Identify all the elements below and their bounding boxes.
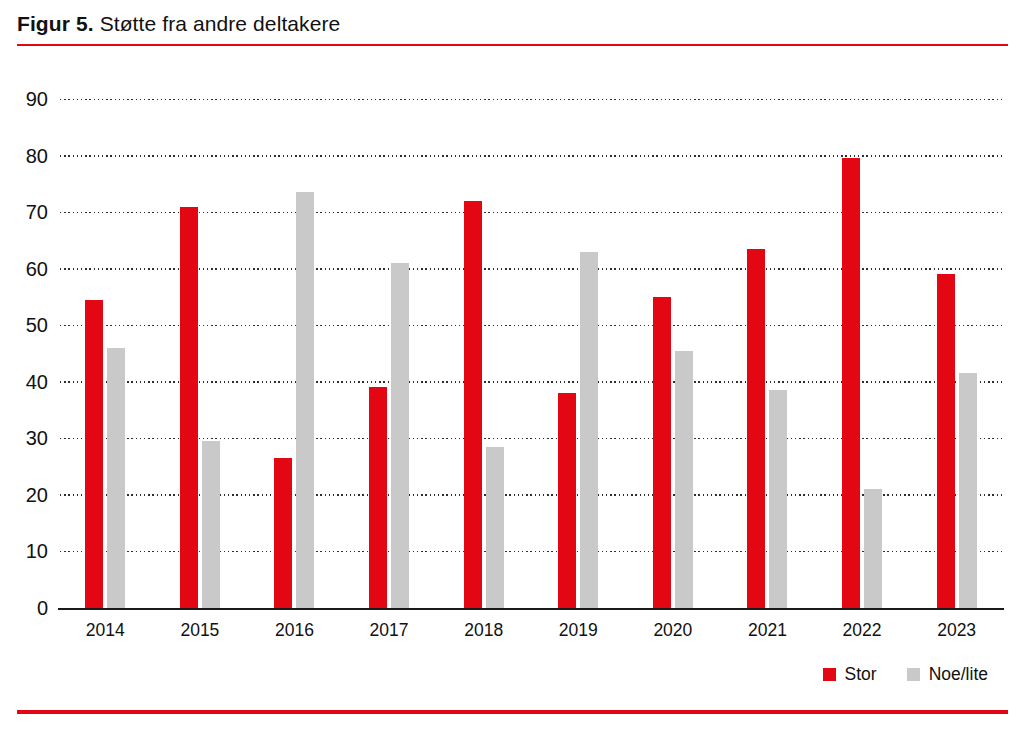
bar-group-2021: 2021 (720, 70, 815, 608)
legend-label-noelite: Noe/lite (929, 664, 988, 685)
bar-group-2020: 2020 (626, 70, 721, 608)
figure-subtitle: Støtte fra andre deltakere (100, 12, 341, 35)
bar-noelite-2015 (202, 441, 220, 608)
bar-groups: 2014201520162017201820192020202120222023 (58, 70, 1004, 608)
bottom-divider-rule (17, 710, 1008, 714)
bar-stor-2019 (558, 393, 576, 608)
bar-noelite-2023 (959, 373, 977, 608)
bar-noelite-2018 (486, 447, 504, 608)
bar-stor-2016 (274, 458, 292, 608)
bar-group-2014: 2014 (58, 70, 153, 608)
y-tick-label-90: 90 (26, 88, 48, 111)
y-tick-label-20: 20 (26, 483, 48, 506)
bar-noelite-2020 (675, 351, 693, 608)
legend-item-stor: Stor (823, 664, 877, 685)
figure-number-label: Figur 5. (17, 12, 94, 35)
y-axis-labels: 0102030405060708090 (0, 70, 48, 608)
bar-noelite-2016 (296, 192, 314, 608)
y-tick-label-0: 0 (37, 597, 48, 620)
figure-title: Figur 5. Støtte fra andre deltakere (17, 11, 340, 37)
y-tick-label-30: 30 (26, 427, 48, 450)
bar-noelite-2019 (580, 252, 598, 608)
legend-swatch-stor-icon (823, 668, 836, 681)
plot-area: 2014201520162017201820192020202120222023 (58, 70, 1004, 610)
bar-group-2016: 2016 (247, 70, 342, 608)
figure-5-chart-page: Figur 5. Støtte fra andre deltakere 0 10 20… (0, 0, 1024, 731)
bar-stor-2014 (85, 300, 103, 608)
bar-stor-2017 (369, 387, 387, 608)
y-tick-label-40: 40 (26, 370, 48, 393)
y-tick-label-50: 50 (26, 314, 48, 337)
bar-noelite-2021 (769, 390, 787, 608)
top-divider-rule (17, 44, 1008, 46)
bar-stor-2021 (747, 249, 765, 608)
bar-group-2017: 2017 (342, 70, 437, 608)
y-tick-label-10: 10 (26, 540, 48, 563)
bar-stor-2015 (180, 207, 198, 609)
bar-stor-2022 (842, 158, 860, 608)
bar-stor-2018 (464, 201, 482, 608)
bar-noelite-2017 (391, 263, 409, 608)
legend: Stor Noe/lite (823, 664, 988, 685)
bar-stor-2023 (937, 274, 955, 608)
bar-group-2022: 2022 (815, 70, 910, 608)
y-tick-label-80: 80 (26, 144, 48, 167)
bar-group-2015: 2015 (153, 70, 248, 608)
bar-noelite-2022 (864, 489, 882, 608)
bar-group-2023: 2023 (909, 70, 1004, 608)
bar-group-2019: 2019 (531, 70, 626, 608)
legend-item-noelite: Noe/lite (907, 664, 988, 685)
legend-swatch-noelite-icon (907, 668, 920, 681)
bar-group-2018: 2018 (436, 70, 531, 608)
legend-label-stor: Stor (845, 664, 877, 685)
y-tick-label-60: 60 (26, 257, 48, 280)
x-tick-label-2023: 2023 (899, 620, 1014, 641)
bar-stor-2020 (653, 297, 671, 608)
bar-noelite-2014 (107, 348, 125, 608)
y-tick-label-70: 70 (26, 201, 48, 224)
